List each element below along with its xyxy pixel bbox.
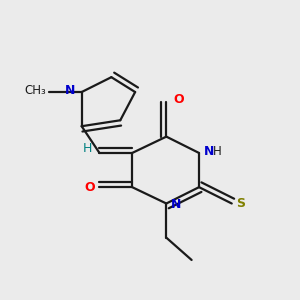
Text: N: N bbox=[171, 199, 181, 212]
Text: N: N bbox=[65, 84, 76, 97]
Text: CH₃: CH₃ bbox=[24, 84, 46, 97]
Text: N: N bbox=[203, 145, 214, 158]
Text: H: H bbox=[213, 145, 222, 158]
Text: S: S bbox=[236, 197, 245, 210]
Text: H: H bbox=[83, 142, 92, 155]
Text: O: O bbox=[84, 181, 95, 194]
Text: O: O bbox=[174, 93, 184, 106]
